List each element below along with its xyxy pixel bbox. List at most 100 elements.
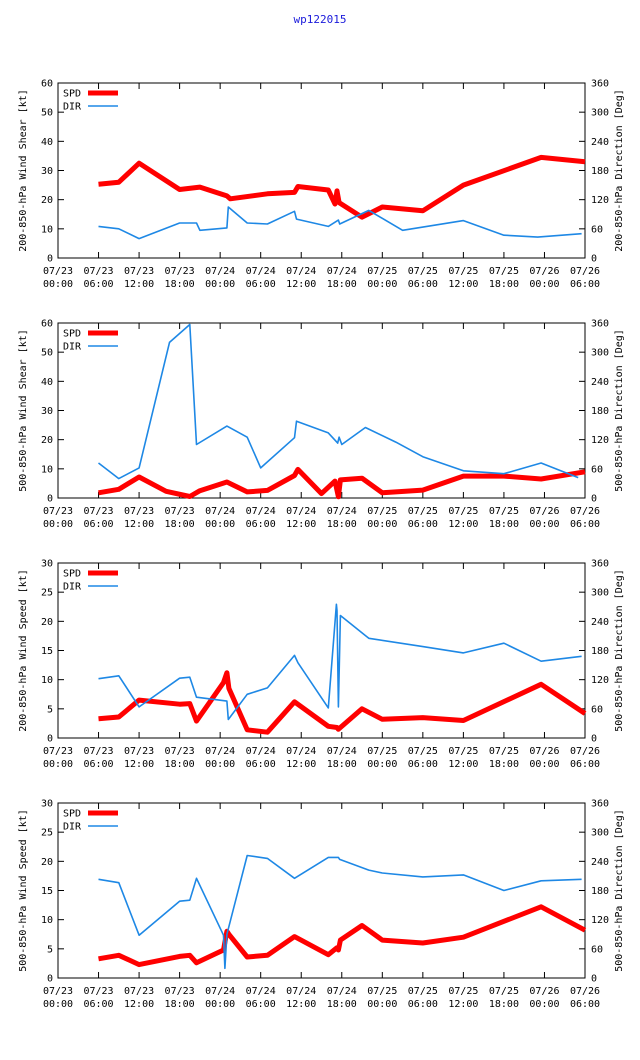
- chart1-right-tick-label: 240: [591, 137, 609, 148]
- chart3-right-tick-label: 60: [591, 704, 603, 715]
- chart2-x-tick-label-time: 00:00: [43, 519, 73, 530]
- chart3-x-tick-label-date: 07/23: [83, 746, 113, 757]
- chart2-left-tick-label: 20: [41, 435, 53, 446]
- chart2-x-tick-label-date: 07/25: [408, 506, 438, 517]
- chart4-left-tick-label: 5: [47, 944, 53, 955]
- chart1-x-tick-label-date: 07/23: [43, 266, 73, 277]
- chart2-left-axis-title: 500-850-hPa Wind Shear [kt]: [18, 329, 29, 492]
- chart4-right-tick-label: 60: [591, 944, 603, 955]
- chart3-x-tick-label-date: 07/25: [448, 746, 478, 757]
- chart3-x-tick-label-time: 06:00: [246, 759, 276, 770]
- chart2-x-tick-label-time: 06:00: [408, 519, 438, 530]
- chart3-x-tick-label-date: 07/24: [246, 746, 276, 757]
- chart2-right-tick-label: 60: [591, 464, 603, 475]
- chart2-x-tick-label-date: 07/25: [489, 506, 519, 517]
- chart4-x-tick-label-time: 00:00: [43, 999, 73, 1010]
- chart1-x-tick-label-date: 07/23: [124, 266, 154, 277]
- chart2-x-tick-label-date: 07/24: [286, 506, 316, 517]
- chart2-left-tick-label: 30: [41, 406, 53, 417]
- chart4-series-spd-line: [98, 904, 587, 968]
- chart3-x-tick-label-time: 00:00: [367, 759, 397, 770]
- chart3-x-tick-label-date: 07/26: [529, 746, 559, 757]
- chart2-plot-frame: [57, 322, 586, 499]
- chart2-x-tick-label-date: 07/23: [43, 506, 73, 517]
- chart1-x-tick-label-date: 07/24: [286, 266, 316, 277]
- chart3-x-tick-label-date: 07/23: [165, 746, 195, 757]
- chart1-x-tick-label-time: 12:00: [448, 279, 478, 290]
- chart3-right-axis-title: 500-850-hPa Direction [Deg]: [614, 569, 625, 732]
- chart4-x-tick-label-time: 00:00: [205, 999, 235, 1010]
- chart4-right-tick-label: 180: [591, 886, 609, 897]
- chart1-x-tick-label-date: 07/25: [489, 266, 519, 277]
- chart3-x-tick-label-date: 07/23: [43, 746, 73, 757]
- chart2-x-tick-label-time: 00:00: [367, 519, 397, 530]
- chart4-x-tick-label-date: 07/23: [43, 986, 73, 997]
- chart2-x-tick-label-date: 07/23: [165, 506, 195, 517]
- chart1-x-tick-label-date: 07/26: [570, 266, 600, 277]
- chart1-x-tick-label-time: 06:00: [570, 279, 600, 290]
- chart3-left-tick-label: 10: [41, 675, 53, 686]
- chart3-x-tick-label-date: 07/25: [367, 746, 397, 757]
- chart4-x-tick-label-date: 07/23: [83, 986, 113, 997]
- chart2-right-tick-label: 300: [591, 348, 609, 359]
- chart4-x-tick-label-date: 07/25: [408, 986, 438, 997]
- chart2-x-tick-label-time: 00:00: [529, 519, 559, 530]
- chart1-x-tick-label-date: 07/23: [83, 266, 113, 277]
- chart3-x-tick-label-date: 07/23: [124, 746, 154, 757]
- chart1-x-tick-label-date: 07/25: [448, 266, 478, 277]
- chart1-x-tick-label-time: 00:00: [367, 279, 397, 290]
- chart3-right-tick-label: 180: [591, 646, 609, 657]
- chart1-right-tick-label: 0: [591, 254, 597, 265]
- chart3-plot-frame: [57, 562, 586, 739]
- chart3-x-tick-label-time: 12:00: [448, 759, 478, 770]
- chart4-left-tick-label: 25: [41, 828, 53, 839]
- chart4-x-tick-label-date: 07/24: [246, 986, 276, 997]
- chart1-right-tick-label: 180: [591, 166, 609, 177]
- chart2-x-tick-label-date: 07/23: [124, 506, 154, 517]
- chart4-x-tick-label-time: 06:00: [246, 999, 276, 1010]
- chart3-legend-label-dir: DIR: [63, 582, 82, 593]
- chart3-x-tick-label-date: 07/24: [205, 746, 235, 757]
- chart1-right-tick-label: 120: [591, 195, 609, 206]
- chart1-left-tick-label: 50: [41, 108, 53, 119]
- chart4-right-tick-label: 300: [591, 828, 609, 839]
- chart3-x-tick-label-time: 06:00: [83, 759, 113, 770]
- chart3-left-tick-label: 20: [41, 617, 53, 628]
- chart4-x-tick-label-date: 07/25: [367, 986, 397, 997]
- chart4-x-tick-label-time: 06:00: [408, 999, 438, 1010]
- chart4-series-dir-line: [98, 854, 582, 970]
- chart3-left-axis-title: 200-850-hPa Wind Speed [kt]: [18, 569, 29, 732]
- chart3-left-tick-label: 30: [41, 559, 53, 570]
- chart2-x-tick-label-date: 07/25: [448, 506, 478, 517]
- chart2-left-tick-label: 50: [41, 348, 53, 359]
- chart2-x-tick-label-date: 07/24: [327, 506, 357, 517]
- chart3-x-tick-label-date: 07/26: [570, 746, 600, 757]
- chart3-right-tick-label: 360: [591, 559, 609, 570]
- chart2-x-tick-label-time: 06:00: [83, 519, 113, 530]
- chart4-x-tick-label-date: 07/23: [124, 986, 154, 997]
- chart1-left-tick-label: 0: [47, 254, 53, 265]
- chart1-x-tick-label-date: 07/26: [529, 266, 559, 277]
- chart3-left-tick-label: 15: [41, 646, 53, 657]
- chart2-right-tick-label: 120: [591, 435, 609, 446]
- chart2-right-tick-label: 0: [591, 494, 597, 505]
- chart1-legend-label-spd: SPD: [63, 89, 81, 100]
- chart3-x-tick-label-time: 18:00: [327, 759, 357, 770]
- chart4-left-tick-label: 10: [41, 915, 53, 926]
- chart2-right-tick-label: 180: [591, 406, 609, 417]
- chart4-x-tick-label-time: 18:00: [327, 999, 357, 1010]
- chart1-x-tick-label-time: 00:00: [529, 279, 559, 290]
- chart2-x-tick-label-time: 06:00: [570, 519, 600, 530]
- chart1-x-tick-label-date: 07/25: [367, 266, 397, 277]
- chart2-left-tick-label: 40: [41, 377, 53, 388]
- chart1-x-tick-label-time: 18:00: [327, 279, 357, 290]
- chart2-series-spd-line: [98, 466, 586, 500]
- chart4-right-tick-label: 0: [591, 974, 597, 985]
- chart3-x-tick-label-time: 00:00: [205, 759, 235, 770]
- chart4-legend-label-dir: DIR: [63, 822, 82, 833]
- chart3-legend-label-spd: SPD: [63, 569, 81, 580]
- chart4-x-tick-label-time: 18:00: [165, 999, 195, 1010]
- chart2-x-tick-label-date: 07/23: [83, 506, 113, 517]
- chart3-left-tick-label: 0: [47, 734, 53, 745]
- chart4-x-tick-label-time: 06:00: [570, 999, 600, 1010]
